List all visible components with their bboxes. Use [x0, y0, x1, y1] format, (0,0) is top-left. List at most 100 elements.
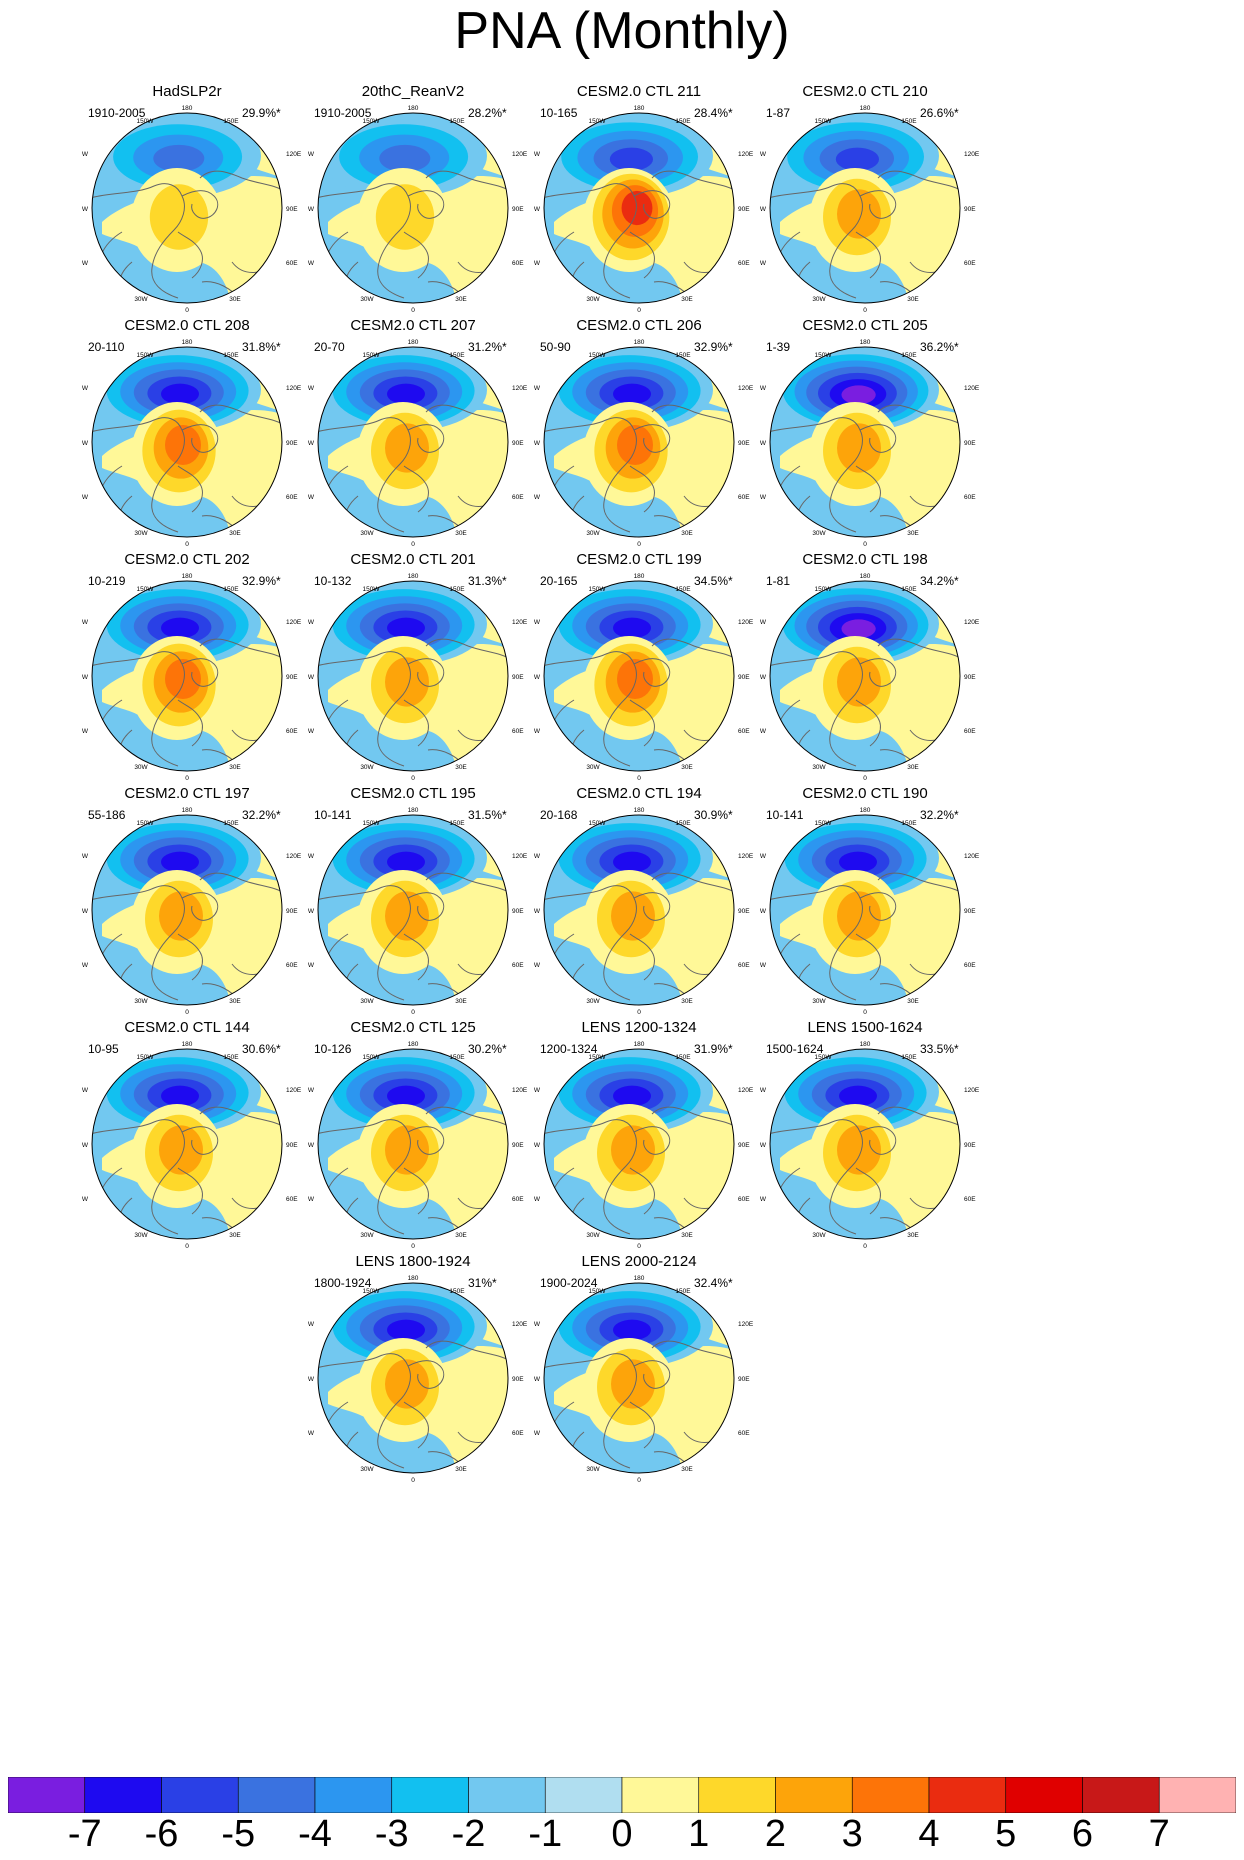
positive-anomaly-contour: [159, 891, 203, 941]
colorbar-tick-label: -7: [67, 1813, 102, 1855]
coastline: [407, 1360, 445, 1389]
coastline: [425, 1106, 508, 1129]
coastline: [855, 699, 881, 747]
panel-title: LENS 1500-1624: [807, 1019, 923, 1036]
longitude-label: 60E: [964, 1196, 976, 1203]
coastline: [199, 1106, 282, 1129]
colorbar-tick-label: 7: [1148, 1813, 1170, 1855]
panel-period: 10-132: [314, 574, 352, 588]
longitude-label: 150W: [363, 820, 381, 827]
longitude-label: 0: [411, 775, 415, 782]
longitude-label: 120E: [512, 853, 528, 860]
positive-anomaly-contour: [165, 425, 201, 465]
negative-anomaly-contour: [379, 144, 431, 172]
longitude-label: 120W: [308, 853, 315, 860]
longitude-label: 150E: [675, 1288, 691, 1295]
longitude-label: 30E: [681, 530, 693, 537]
longitude-label: 150E: [901, 1054, 917, 1061]
longitude-label: 180: [634, 573, 645, 580]
longitude-label: 60E: [738, 728, 750, 735]
panel-period: 10-95: [88, 1042, 119, 1056]
longitude-label: 60E: [738, 1196, 750, 1203]
coastline: [407, 658, 445, 687]
longitude-label: 90W: [82, 206, 89, 213]
coastline: [633, 1126, 671, 1155]
longitude-label: 120W: [534, 853, 541, 860]
panel-variance-pct: 30.6%*: [242, 1042, 281, 1056]
longitude-label: 180: [408, 573, 419, 580]
negative-anomaly-contour: [613, 1319, 651, 1341]
longitude-label: 150W: [137, 118, 155, 125]
coastline: [877, 1106, 960, 1129]
longitude-label: 60W: [534, 494, 541, 501]
colorbar-swatch: [84, 1777, 162, 1813]
longitude-label: 60E: [286, 962, 298, 969]
longitude-label: 30W: [586, 530, 600, 537]
longitude-label: 120E: [286, 853, 302, 860]
colorbar: [8, 1777, 1236, 1813]
longitude-label: 60E: [964, 494, 976, 501]
longitude-label: 0: [411, 307, 415, 314]
coastline: [199, 170, 282, 193]
panel-title: CESM2.0 CTL 195: [350, 785, 476, 802]
panel-title: CESM2.0 CTL 206: [576, 317, 702, 334]
longitude-label: 90E: [964, 1142, 976, 1149]
panel-period: 55-186: [88, 808, 126, 822]
longitude-label: 30W: [812, 530, 826, 537]
negative-anomaly-contour: [387, 1319, 425, 1341]
panel-variance-pct: 31.2%*: [468, 340, 507, 354]
panel-title: HadSLP2r: [152, 83, 222, 100]
polar-map: 180 150W 150E 120W 120E 90W 90E 60W 60E 30W 30E 0: [308, 339, 528, 548]
positive-anomaly-contour: [837, 657, 881, 707]
coastline: [629, 465, 655, 513]
map-panel: 180 150W 150E 120W 120E 90W 90E 60W 60E 30W 30E 0 CE…: [308, 786, 568, 1056]
panel-period: 20-70: [314, 340, 345, 354]
longitude-label: 120E: [512, 1087, 528, 1094]
panel-variance-pct: 31.5%*: [468, 808, 507, 822]
colorbar-swatch: [314, 1777, 393, 1813]
panel-title: CESM2.0 CTL 144: [124, 1019, 250, 1036]
longitude-label: 30E: [455, 1466, 467, 1473]
coastline: [177, 699, 203, 747]
panel-title: CESM2.0 CTL 199: [576, 551, 702, 568]
coastline: [544, 1119, 637, 1235]
longitude-label: 90W: [82, 1142, 89, 1149]
longitude-label: 90W: [534, 674, 541, 681]
longitude-label: 30W: [360, 296, 374, 303]
longitude-label: 120E: [738, 151, 754, 158]
polar-map: 180 150W 150E 120W 120E 90W 90E 60W 60E 30W 30E 0: [534, 1041, 754, 1250]
longitude-label: 120E: [964, 1087, 980, 1094]
longitude-label: 30W: [360, 998, 374, 1005]
coastline: [407, 1126, 445, 1155]
colorbar-swatch: [544, 1777, 623, 1813]
map-panel: 180 150W 150E 120W 120E 90W 90E 60W 60E 30W 30E 0 LE…: [534, 1020, 794, 1290]
longitude-label: 150E: [675, 1054, 691, 1061]
panel-title: CESM2.0 CTL 194: [576, 785, 702, 802]
longitude-label: 120W: [534, 619, 541, 626]
coastline: [181, 424, 219, 453]
map-border: [543, 814, 735, 1006]
longitude-label: 60W: [534, 260, 541, 267]
negative-anomaly-contour: [161, 383, 199, 405]
longitude-label: 90E: [512, 206, 524, 213]
longitude-label: 150W: [589, 118, 607, 125]
longitude-label: 90W: [534, 440, 541, 447]
negative-anomaly-contour: [841, 385, 876, 405]
longitude-label: 150E: [223, 118, 239, 125]
positive-anomaly-contour: [385, 423, 429, 473]
coastline: [770, 651, 863, 767]
longitude-label: 30E: [681, 296, 693, 303]
longitude-label: 150E: [223, 820, 239, 827]
map-border: [317, 1048, 509, 1240]
coastline: [770, 183, 863, 299]
negative-anomaly-contour: [613, 1085, 651, 1107]
longitude-label: 120E: [738, 1087, 754, 1094]
panel-variance-pct: 31%*: [468, 1276, 497, 1290]
panel-title: CESM2.0 CTL 125: [350, 1019, 476, 1036]
coastline: [633, 892, 671, 921]
panel-title: CESM2.0 CTL 197: [124, 785, 250, 802]
positive-anomaly-contour: [617, 659, 653, 699]
panel-title: LENS 1800-1924: [355, 1253, 471, 1270]
panel-title: 20thC_ReanV2: [361, 83, 465, 100]
longitude-label: 30E: [229, 296, 241, 303]
